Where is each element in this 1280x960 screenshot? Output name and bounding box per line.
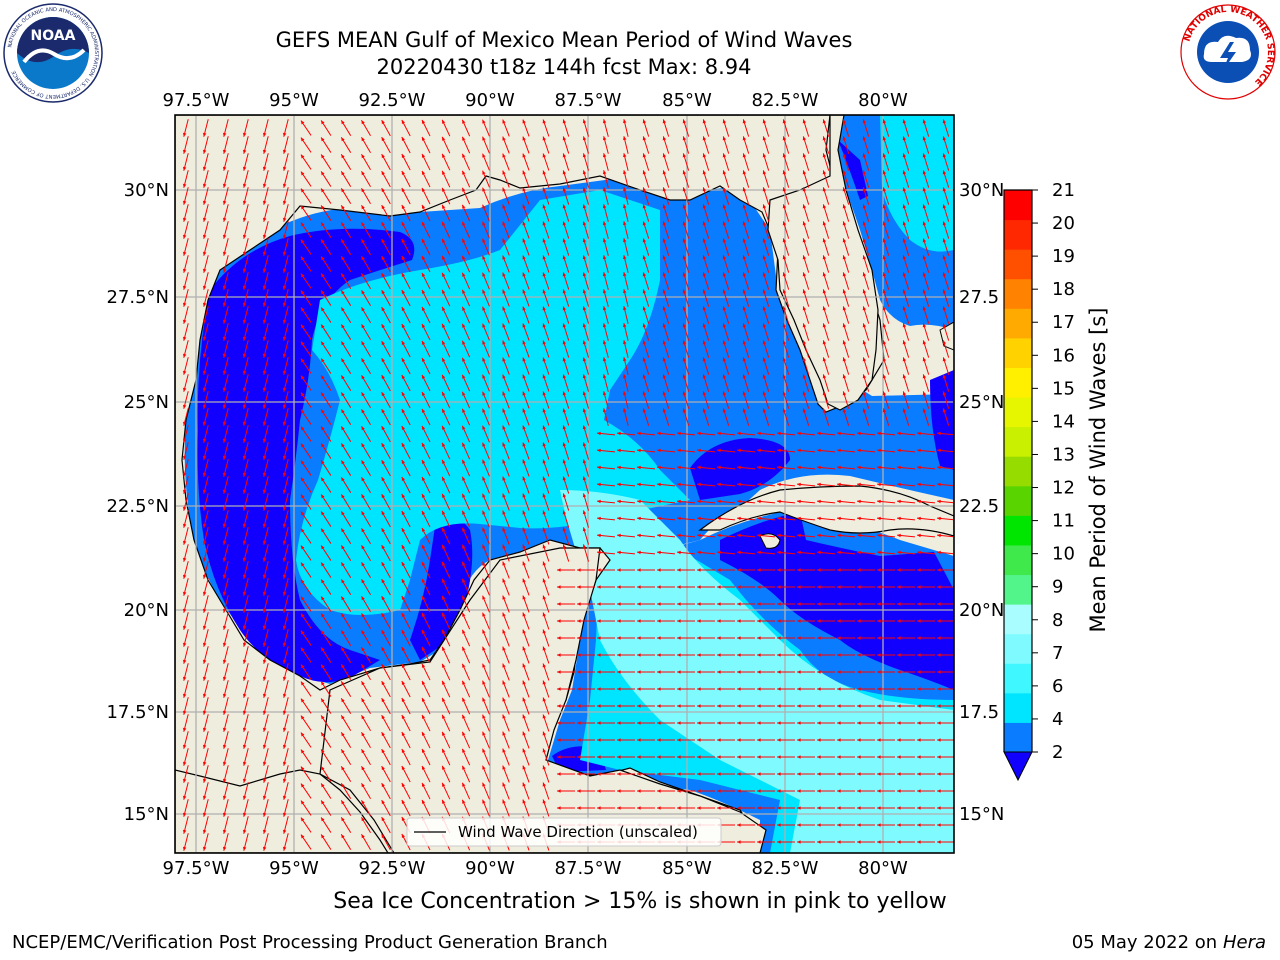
- chart-title: GEFS MEAN Gulf of Mexico Mean Period of …: [275, 28, 853, 52]
- colorbar-swatch: [1004, 485, 1032, 516]
- lat-label-left: 25°N: [124, 392, 169, 413]
- colorbar-swatch: [1004, 426, 1032, 457]
- lat-label-left: 15°N: [124, 804, 169, 825]
- nws-logo: NATIONAL WEATHER SERVICE: [1180, 4, 1276, 100]
- lon-label-top: 92.5°W: [359, 90, 426, 111]
- colorbar-tick-label: 21: [1052, 180, 1075, 201]
- colorbar: 2 4 6 7 8 9 10 11 12 13 14 15 16 17 18 19 20 21: [1003, 180, 1075, 782]
- lon-label-top: 97.5°W: [163, 90, 230, 111]
- colorbar-extend-arrow: [1003, 751, 1033, 782]
- lat-label-left: 20°N: [124, 600, 169, 621]
- short-period-west: [197, 228, 415, 683]
- lon-label-bottom: 92.5°W: [359, 858, 426, 879]
- colorbar-swatch: [1004, 574, 1032, 605]
- lon-label-bottom: 90°W: [465, 858, 515, 879]
- colorbar-tick-label: 6: [1052, 676, 1063, 697]
- colorbar-swatch: [1004, 633, 1032, 664]
- colorbar-swatch: [1004, 219, 1032, 250]
- legend-label: Wind Wave Direction (unscaled): [458, 823, 698, 841]
- colorbar-tick-label: 13: [1052, 444, 1075, 465]
- colorbar-swatch: [1004, 456, 1032, 487]
- colorbar-tick-label: 9: [1052, 577, 1063, 598]
- colorbar-tick-label: 16: [1052, 345, 1075, 366]
- colorbar-tick-label: 7: [1052, 643, 1063, 664]
- colorbar-tick-label: 14: [1052, 411, 1075, 432]
- map-legend: Wind Wave Direction (unscaled): [406, 817, 722, 847]
- colorbar-tick-label: 4: [1052, 709, 1063, 730]
- lon-label-bottom: 80°W: [858, 858, 908, 879]
- short-period-campeche: [410, 516, 473, 660]
- colorbar-swatch: [1004, 722, 1032, 753]
- colorbar-tick-label: 11: [1052, 511, 1075, 532]
- lat-label-left: 17.5°N: [106, 702, 169, 723]
- sea-ice-note: Sea Ice Concentration > 15% is shown in …: [333, 889, 947, 914]
- colorbar-swatch: [1004, 397, 1032, 428]
- lat-label-right: 25°N: [959, 392, 1004, 413]
- colorbar-swatch: [1004, 367, 1032, 398]
- colorbar-swatch: [1004, 337, 1032, 368]
- colorbar-tick-label: 19: [1052, 246, 1075, 267]
- lon-label-top: 90°W: [465, 90, 515, 111]
- map-field: [175, 115, 954, 853]
- lon-label-bottom: 85°W: [662, 858, 712, 879]
- colorbar-tick-label: 20: [1052, 213, 1075, 234]
- lat-label-right: 30°N: [959, 180, 1004, 201]
- land-florida: [767, 115, 879, 411]
- lon-label-bottom: 97.5°W: [163, 858, 230, 879]
- colorbar-swatch: [1004, 692, 1032, 723]
- lon-label-bottom: 95°W: [269, 858, 319, 879]
- colorbar-tick-label: 2: [1052, 742, 1063, 763]
- colorbar-tick-label: 10: [1052, 544, 1075, 565]
- lat-label-left: 30°N: [124, 180, 169, 201]
- footer-host: Hera: [1222, 932, 1266, 953]
- land-isla-juventud: [759, 533, 781, 549]
- lon-label-bottom: 82.5°W: [752, 858, 819, 879]
- lat-label-right: 15°N: [959, 804, 1004, 825]
- lat-label-right: 20°N: [959, 600, 1004, 621]
- lat-label-right: 22.5: [959, 496, 999, 517]
- wind-wave-arrows: [182, 119, 954, 851]
- short-period-cuba-west: [690, 438, 790, 500]
- lon-label-top: 80°W: [858, 90, 908, 111]
- lat-label-right: 17.5: [959, 702, 999, 723]
- colorbar-label: Mean Period of Wind Waves [s]: [1086, 308, 1110, 633]
- colorbar-tick-label: 12: [1052, 478, 1075, 499]
- noaa-logo: NOAA NATIONAL OCEANIC AND ATMOSPHERIC AD…: [3, 3, 103, 103]
- colorbar-tick-label: 18: [1052, 279, 1075, 300]
- short-period-keys: [930, 370, 954, 470]
- chart-subtitle: 20220430 t18z 144h fcst Max: 8.94: [376, 55, 752, 79]
- lat-label-left: 27.5°N: [106, 287, 169, 308]
- lon-label-bottom: 87.5°W: [555, 858, 622, 879]
- short-period-florida-east: [838, 140, 868, 200]
- colorbar-swatch: [1004, 544, 1032, 576]
- colorbar-swatch: [1004, 308, 1032, 339]
- short-period-caribbean: [720, 512, 954, 690]
- lat-labels-left: 30°N 27.5°N 25°N 22.5°N 20°N 17.5°N 15°N: [106, 180, 169, 825]
- colorbar-swatch: [1004, 515, 1032, 546]
- lon-labels-top: 97.5°W 95°W 92.5°W 90°W 87.5°W 85°W 82.5°W 80°W: [163, 90, 908, 111]
- colorbar-swatch: [1004, 604, 1032, 635]
- lat-labels-right: 30°N 27.5 25°N 22.5 20°N 17.5 15°N: [959, 180, 1004, 825]
- colorbar-swatch: [1004, 249, 1032, 280]
- mid-period-atlantic: [880, 115, 954, 252]
- colorbar-tick-label: 8: [1052, 610, 1063, 631]
- lon-label-top: 85°W: [662, 90, 712, 111]
- noaa-logo-text: NOAA: [31, 28, 76, 44]
- lon-label-top: 82.5°W: [752, 90, 819, 111]
- colorbar-tick-label: 15: [1052, 378, 1075, 399]
- footer-date: 05 May 2022 on Hera: [1071, 932, 1266, 953]
- lon-label-top: 87.5°W: [555, 90, 622, 111]
- lon-labels-bottom: 97.5°W 95°W 92.5°W 90°W 87.5°W 85°W 82.5°W 80°W: [163, 858, 908, 879]
- lat-label-left: 22.5°N: [106, 496, 169, 517]
- map-frame: [174, 114, 955, 854]
- colorbar-swatch: [1004, 278, 1032, 309]
- lat-label-right: 27.5: [959, 287, 999, 308]
- lon-label-top: 95°W: [269, 90, 319, 111]
- footer-credit: NCEP/EMC/Verification Post Processing Pr…: [12, 932, 608, 953]
- colorbar-swatch: [1004, 663, 1032, 694]
- colorbar-swatch: [1004, 190, 1032, 221]
- colorbar-tick-label: 17: [1052, 312, 1075, 333]
